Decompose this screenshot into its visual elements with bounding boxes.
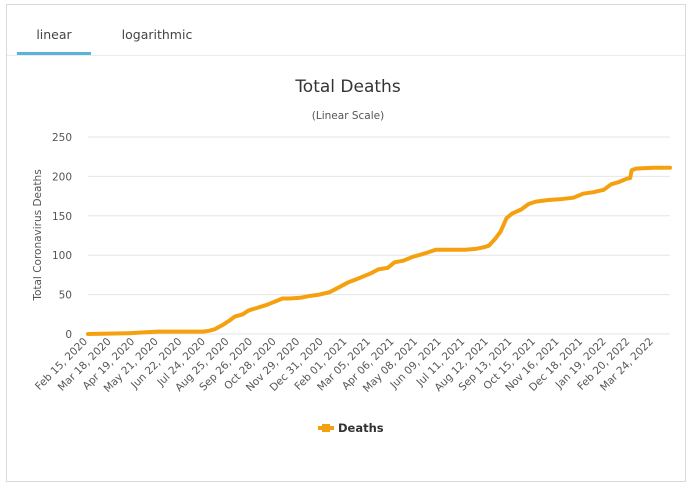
legend[interactable]: Deaths xyxy=(318,421,384,435)
tab-logarithmic[interactable]: logarithmic xyxy=(121,27,193,42)
chart-title: Total Deaths xyxy=(294,77,401,97)
scale-tabs: linear logarithmic xyxy=(7,5,685,56)
legend-label-deaths: Deaths xyxy=(338,421,384,435)
y-tick-label: 150 xyxy=(52,211,72,223)
y-tick-label: 0 xyxy=(65,329,72,341)
chart-card: linear logarithmic xyxy=(6,4,686,482)
y-tick-label: 100 xyxy=(52,250,72,262)
y-tick-label: 200 xyxy=(52,171,72,183)
series-lines xyxy=(86,165,672,336)
y-tick-label: 250 xyxy=(52,132,72,144)
y-axis-label: Total Coronavirus Deaths xyxy=(32,169,44,301)
series-line-0[interactable] xyxy=(86,165,672,336)
tab-linear[interactable]: linear xyxy=(17,21,91,55)
gridlines xyxy=(88,136,670,335)
legend-marker xyxy=(322,424,330,432)
y-axis-ticks: 0 50 100 150 200 250 xyxy=(52,132,72,341)
y-tick-label: 50 xyxy=(59,290,72,302)
chart-subtitle: (Linear Scale) xyxy=(312,110,384,122)
